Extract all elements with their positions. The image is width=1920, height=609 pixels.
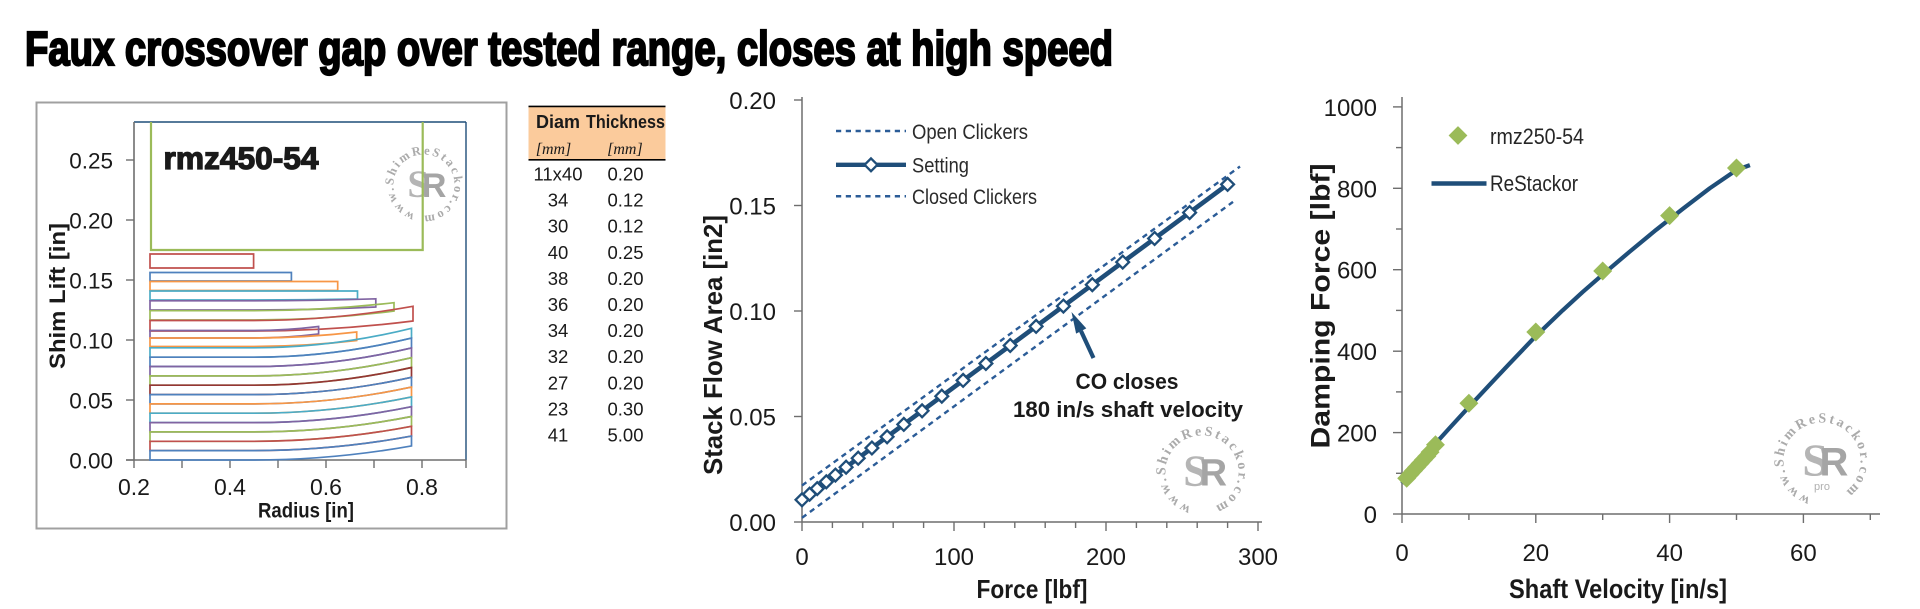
svg-text:5.00: 5.00 [607, 425, 643, 446]
svg-text:60: 60 [1790, 540, 1817, 567]
svg-text:Stack Flow Area [in2]: Stack Flow Area [in2] [698, 215, 728, 475]
svg-text:Closed Clickers: Closed Clickers [912, 186, 1037, 209]
svg-text:0: 0 [1395, 540, 1408, 567]
svg-text:1000: 1000 [1324, 95, 1377, 122]
svg-text:34: 34 [548, 320, 569, 341]
svg-text:0.10: 0.10 [69, 329, 113, 354]
svg-text:0.00: 0.00 [69, 449, 113, 474]
svg-text:Damping Force [lbf]: Damping Force [lbf] [1306, 164, 1336, 449]
svg-text:rmz250-54: rmz250-54 [1490, 124, 1584, 149]
svg-text:0.15: 0.15 [729, 194, 776, 221]
svg-text:pro: pro [1814, 481, 1830, 493]
svg-text:0.2: 0.2 [118, 474, 150, 500]
svg-text:R: R [1820, 440, 1849, 484]
svg-text:0.12: 0.12 [607, 216, 643, 237]
svg-text:[mm]: [mm] [607, 141, 643, 158]
svg-text:S: S [1802, 434, 1828, 485]
svg-text:0.30: 0.30 [607, 398, 643, 419]
svg-text:S: S [1183, 447, 1207, 496]
svg-text:Radius [in]: Radius [in] [258, 500, 354, 523]
svg-text:36: 36 [548, 294, 569, 315]
svg-text:23: 23 [548, 398, 569, 419]
svg-text:0.20: 0.20 [607, 320, 643, 341]
svg-text:Shaft Velocity [in/s]: Shaft Velocity [in/s] [1509, 574, 1727, 604]
svg-text:41: 41 [548, 425, 569, 446]
svg-text:800: 800 [1337, 176, 1377, 203]
svg-text:100: 100 [934, 544, 974, 571]
svg-text:0.05: 0.05 [729, 405, 776, 432]
svg-text:0.8: 0.8 [406, 474, 438, 500]
svg-text:40: 40 [548, 242, 569, 263]
svg-text:400: 400 [1337, 339, 1377, 366]
svg-text:Force [lbf]: Force [lbf] [977, 574, 1088, 604]
svg-text:11x40: 11x40 [533, 164, 582, 185]
svg-text:0: 0 [795, 544, 808, 571]
svg-text:0.4: 0.4 [214, 474, 246, 500]
svg-text:ReStackor: ReStackor [1490, 171, 1578, 196]
svg-text:Thickness: Thickness [586, 112, 665, 132]
svg-text:34: 34 [548, 190, 569, 211]
svg-text:38: 38 [548, 268, 569, 289]
svg-text:0.20: 0.20 [607, 372, 643, 393]
svg-text:0.6: 0.6 [310, 474, 342, 500]
svg-text:0.10: 0.10 [729, 299, 776, 326]
svg-text:0.05: 0.05 [69, 389, 113, 414]
svg-text:0.12: 0.12 [607, 190, 643, 211]
svg-text:Open Clickers: Open Clickers [912, 121, 1028, 144]
svg-text:0.25: 0.25 [69, 149, 113, 174]
svg-text:300: 300 [1238, 544, 1278, 571]
svg-text:180 in/s shaft velocity: 180 in/s shaft velocity [1013, 397, 1243, 422]
svg-text:0.20: 0.20 [607, 346, 643, 367]
svg-text:Faux crossover gap over tested: Faux crossover gap over tested range, cl… [25, 22, 1113, 76]
svg-text:R: R [422, 167, 447, 205]
svg-text:200: 200 [1086, 544, 1126, 571]
svg-text:rmz450-54: rmz450-54 [164, 140, 319, 176]
svg-text:0.20: 0.20 [607, 294, 643, 315]
svg-text:27: 27 [548, 372, 569, 393]
svg-text:0.20: 0.20 [729, 88, 776, 115]
svg-text:[mm]: [mm] [536, 141, 572, 158]
svg-text:Shim Lift [in]: Shim Lift [in] [45, 223, 70, 369]
svg-text:0.00: 0.00 [729, 510, 776, 537]
svg-text:CO closes: CO closes [1076, 369, 1179, 394]
svg-text:R: R [1200, 453, 1227, 495]
svg-text:0.20: 0.20 [607, 268, 643, 289]
svg-text:600: 600 [1337, 258, 1377, 285]
svg-text:Diam: Diam [536, 112, 580, 132]
svg-text:200: 200 [1337, 421, 1377, 448]
svg-text:20: 20 [1522, 540, 1549, 567]
svg-text:0: 0 [1364, 502, 1377, 529]
svg-text:40: 40 [1656, 540, 1683, 567]
svg-text:0.15: 0.15 [69, 269, 113, 294]
svg-text:32: 32 [548, 346, 569, 367]
svg-text:Setting: Setting [912, 155, 969, 178]
svg-text:30: 30 [548, 216, 569, 237]
svg-text:0.25: 0.25 [607, 242, 643, 263]
svg-text:0.20: 0.20 [69, 209, 113, 234]
svg-text:0.20: 0.20 [607, 164, 643, 185]
